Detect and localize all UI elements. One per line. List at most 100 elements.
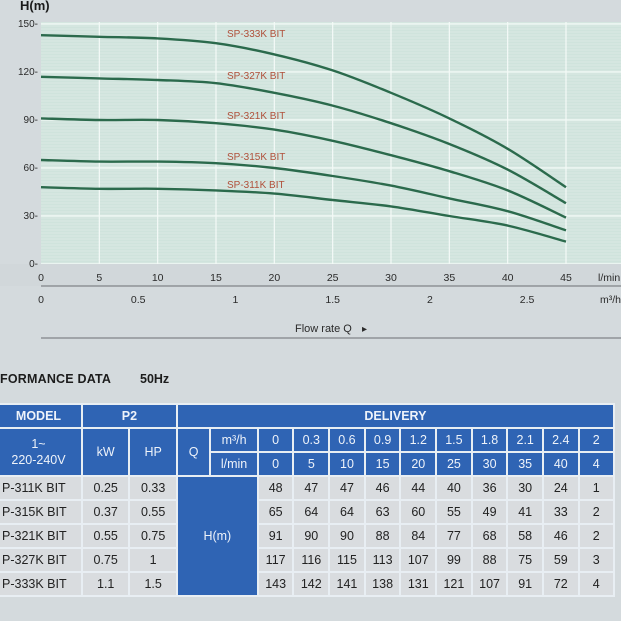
head-value-cell: 58 [506,523,544,549]
head-value-cell: 2 [577,523,616,549]
head-value-cell: 88 [363,523,402,549]
head-value-cell: 121 [435,571,473,597]
table-header-row-3: l/min 0 5 10 15 20 25 30 35 40 4 [0,451,616,477]
x-unit-m3h: m³/h [600,294,621,306]
m3h-cell: 0.9 [363,427,402,453]
head-value-cell: 107 [470,571,509,597]
head-value-cell: 141 [328,571,366,597]
curve-labels: SP-333K BIT SP-327K BIT SP-321K BIT SP-315K… [227,29,285,191]
arrow-right-icon: ▸ [362,324,367,335]
head-value-cell: 77 [435,523,473,549]
curve-label: SP-315K BIT [227,152,285,163]
x-tick-label: 10 [152,272,164,284]
y-tick-label: 90- [24,115,38,126]
curve-line [40,158,567,232]
lmin-cell: 30 [470,451,509,477]
head-value-cell: 48 [256,475,295,501]
head-value-cell: 90 [292,523,331,549]
performance-table: MODEL P2 DELIVERY 1~ 220-240V kW HP Q m³… [0,403,616,597]
x-tick-label: 35 [443,272,455,284]
curve-line [40,117,567,219]
curve-label: SP-311K BIT [227,180,285,191]
table-row: P-327K BIT 0.75 1 117 116 115 113 107 99 88 75 59 3 [0,547,616,573]
hp-cell: 0.33 [128,475,178,501]
head-value-cell: 24 [541,475,580,501]
table-row: P-321K BIT 0.55 0.75 91 90 90 88 84 77 68 58 46 2 [0,523,616,549]
x-tick-label: 15 [210,272,222,284]
lmin-cell: 40 [541,451,580,477]
head-value-cell: 131 [399,571,438,597]
m3h-cell: 2.1 [506,427,544,453]
head-value-cell: 91 [256,523,295,549]
head-value-cell: 59 [541,547,580,573]
x-tick-label: 45 [560,272,572,284]
p2-header: P2 [80,403,178,429]
delivery-header: DELIVERY [175,403,616,429]
model-cell: P-321K BIT [0,523,83,549]
lmin-cell: 35 [506,451,544,477]
y-tick-label: 120- [18,67,38,78]
frequency-label: 50Hz [140,372,170,386]
x-tick-label-m3h: 0.5 [131,294,146,306]
y-tick-label: 30- [24,211,38,222]
curve-line [40,34,567,189]
voltage-header: 1~ 220-240V [0,427,83,477]
hp-cell: 0.55 [128,499,178,525]
head-value-cell: 107 [399,547,438,573]
x-tick-label-m3h: 0 [38,294,44,306]
head-value-cell: 33 [541,499,580,525]
hp-cell: 1 [128,547,178,573]
kw-cell: 0.55 [80,523,131,549]
curve-label: SP-333K BIT [227,29,285,40]
y-tick-label: 60- [24,163,38,174]
head-value-cell: 60 [399,499,438,525]
head-value-cell: 44 [399,475,438,501]
y-axis-title: H(m) [20,0,50,13]
head-value-cell: 47 [328,475,366,501]
voltage-label: 220-240V [11,453,66,467]
head-value-cell: 36 [470,475,509,501]
head-value-cell: 75 [506,547,544,573]
x-tick-label-m3h: 2 [427,294,433,306]
head-value-cell: 90 [328,523,366,549]
head-value-cell: 63 [363,499,402,525]
head-value-cell: 64 [292,499,331,525]
table-row: P-311K BIT 0.25 0.33 H(m) 48 47 47 46 44 40 36 30 24… [0,475,616,597]
m3h-cell: 1.8 [470,427,509,453]
x-tick-label: 25 [327,272,339,284]
x-tick-label-m3h: 1 [233,294,239,306]
head-value-cell: 116 [292,547,331,573]
head-value-cell: 41 [506,499,544,525]
model-cell: P-315K BIT [0,499,83,525]
x-tick-label: 20 [268,272,280,284]
curve-line [40,75,567,205]
x-unit-lmin: l/min [598,272,620,284]
head-value-cell: 65 [256,499,295,525]
lmin-cell: 5 [292,451,331,477]
section-title: FORMANCE DATA [0,372,112,386]
head-value-cell: 91 [506,571,544,597]
table-row: P-315K BIT 0.37 0.55 65 64 64 63 60 55 49 41 33 2 [0,499,616,525]
hp-header: HP [128,427,178,477]
head-value-cell: 138 [363,571,402,597]
table-row: P-333K BIT 1.1 1.5 143 142 141 138 131 121 107 91 7… [0,571,616,597]
m3h-unit: m³/h [209,427,259,453]
x-tick-label-m3h: 2.5 [520,294,535,306]
head-value-cell: 142 [292,571,331,597]
m3h-cell: 0 [256,427,295,453]
y-axis: 0- 30- 60- 90- 120- 150- [18,19,38,270]
m3h-cell: 0.6 [328,427,366,453]
head-value-cell: 117 [256,547,295,573]
x-tick-label: 5 [96,272,102,284]
table-header-row-1: MODEL P2 DELIVERY [0,403,616,429]
lmin-cell: 15 [363,451,402,477]
x-tick-label: 0 [38,272,44,284]
head-value-cell: 99 [435,547,473,573]
head-value-cell: 115 [328,547,366,573]
kw-cell: 0.25 [80,475,131,501]
x-tick-label-m3h: 1.5 [325,294,340,306]
head-value-cell: 84 [399,523,438,549]
model-cell: P-333K BIT [0,571,83,597]
kw-cell: 1.1 [80,571,131,597]
head-value-cell: 1 [577,475,616,501]
